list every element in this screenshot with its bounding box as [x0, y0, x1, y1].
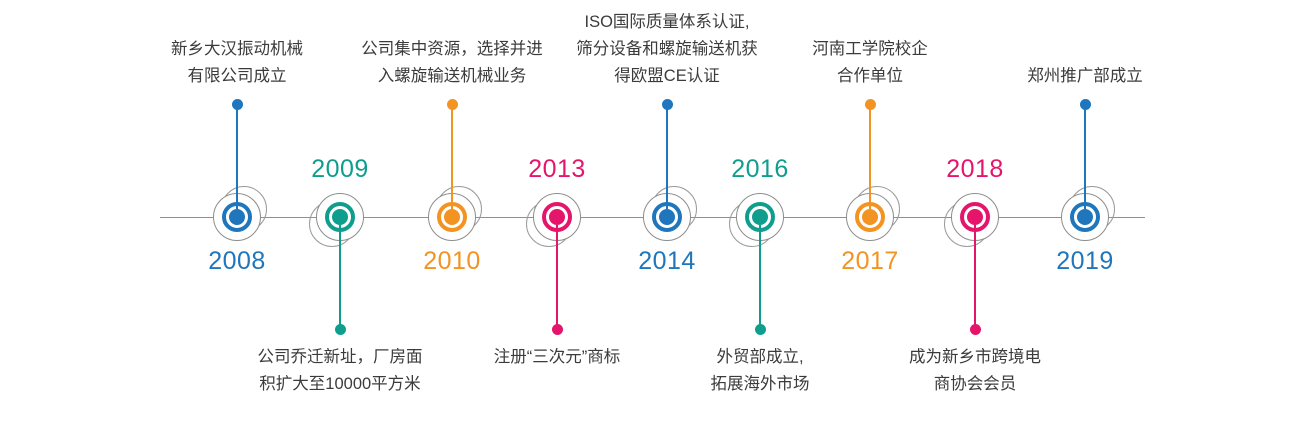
connector-stem-2017: [869, 104, 871, 209]
caption-line: 筛分设备和螺旋输送机获: [576, 40, 758, 58]
connector-endpoint-dot: [969, 324, 981, 335]
connector-endpoint-dot: [334, 324, 346, 335]
year-label-2013: 2013: [528, 155, 586, 183]
year-label-2014: 2014: [638, 247, 696, 275]
caption-line: 商协会会员: [933, 375, 1017, 393]
year-label-2009: 2009: [311, 155, 369, 183]
node-center-dot: [332, 209, 348, 225]
year-label-2018: 2018: [946, 155, 1004, 183]
connector-stem-2019: [1084, 104, 1086, 209]
node-center-dot: [229, 209, 245, 225]
connector-endpoint-dot: [446, 99, 458, 110]
event-caption-2010: 公司集中资源，选择并进 入螺旋输送机械业务: [302, 36, 602, 90]
node-center-dot: [752, 209, 768, 225]
event-caption-2016: 外贸部成立, 拓展海外市场: [610, 344, 910, 398]
caption-line: 得欧盟CE认证: [614, 67, 720, 85]
caption-line: 新乡大汉振动机械: [171, 40, 303, 58]
caption-line: 注册“三次元”商标: [493, 348, 621, 366]
caption-line: 积扩大至10000平方米: [259, 375, 421, 393]
caption-line: 合作单位: [837, 67, 903, 85]
connector-stem-2009: [339, 225, 341, 330]
caption-line: 河南工学院校企: [812, 40, 928, 58]
caption-line: 成为新乡市跨境电: [909, 348, 1041, 366]
caption-line: 公司集中资源，选择并进: [361, 40, 543, 58]
caption-line: 拓展海外市场: [710, 375, 810, 393]
node-center-dot: [862, 209, 878, 225]
event-caption-2014: ISO国际质量体系认证, 筛分设备和螺旋输送机获 得欧盟CE认证: [517, 9, 817, 90]
caption-line: 外贸部成立,: [716, 348, 804, 366]
event-caption-2017: 河南工学院校企 合作单位: [720, 36, 1020, 90]
connector-endpoint-dot: [1079, 99, 1091, 110]
event-caption-2018: 成为新乡市跨境电 商协会会员: [825, 344, 1125, 398]
year-label-2008: 2008: [208, 247, 266, 275]
connector-endpoint-dot: [661, 99, 673, 110]
event-caption-2009: 公司乔迁新址，厂房面 积扩大至10000平方米: [190, 344, 490, 398]
node-center-dot: [1077, 209, 1093, 225]
year-label-2017: 2017: [841, 247, 899, 275]
caption-line: 有限公司成立: [187, 67, 287, 85]
year-label-2010: 2010: [423, 247, 481, 275]
caption-line: 公司乔迁新址，厂房面: [257, 348, 423, 366]
node-center-dot: [967, 209, 983, 225]
event-caption-2013: 注册“三次元”商标: [407, 344, 707, 371]
connector-endpoint-dot: [754, 324, 766, 335]
caption-line: 郑州推广部成立: [1027, 67, 1143, 85]
connector-endpoint-dot: [231, 99, 243, 110]
node-center-dot: [444, 209, 460, 225]
event-caption-2008: 新乡大汉振动机械 有限公司成立: [87, 36, 387, 90]
caption-line: ISO国际质量体系认证,: [584, 13, 750, 31]
connector-stem-2008: [236, 104, 238, 209]
event-caption-2019: 郑州推广部成立: [935, 63, 1235, 90]
connector-stem-2014: [666, 104, 668, 209]
year-label-2016: 2016: [731, 155, 789, 183]
connector-endpoint-dot: [551, 324, 563, 335]
connector-stem-2018: [974, 225, 976, 330]
caption-line: 入螺旋输送机械业务: [377, 67, 527, 85]
connector-endpoint-dot: [864, 99, 876, 110]
connector-stem-2010: [451, 104, 453, 209]
node-center-dot: [549, 209, 565, 225]
connector-stem-2013: [556, 225, 558, 330]
connector-stem-2016: [759, 225, 761, 330]
year-label-2019: 2019: [1056, 247, 1114, 275]
node-center-dot: [659, 209, 675, 225]
